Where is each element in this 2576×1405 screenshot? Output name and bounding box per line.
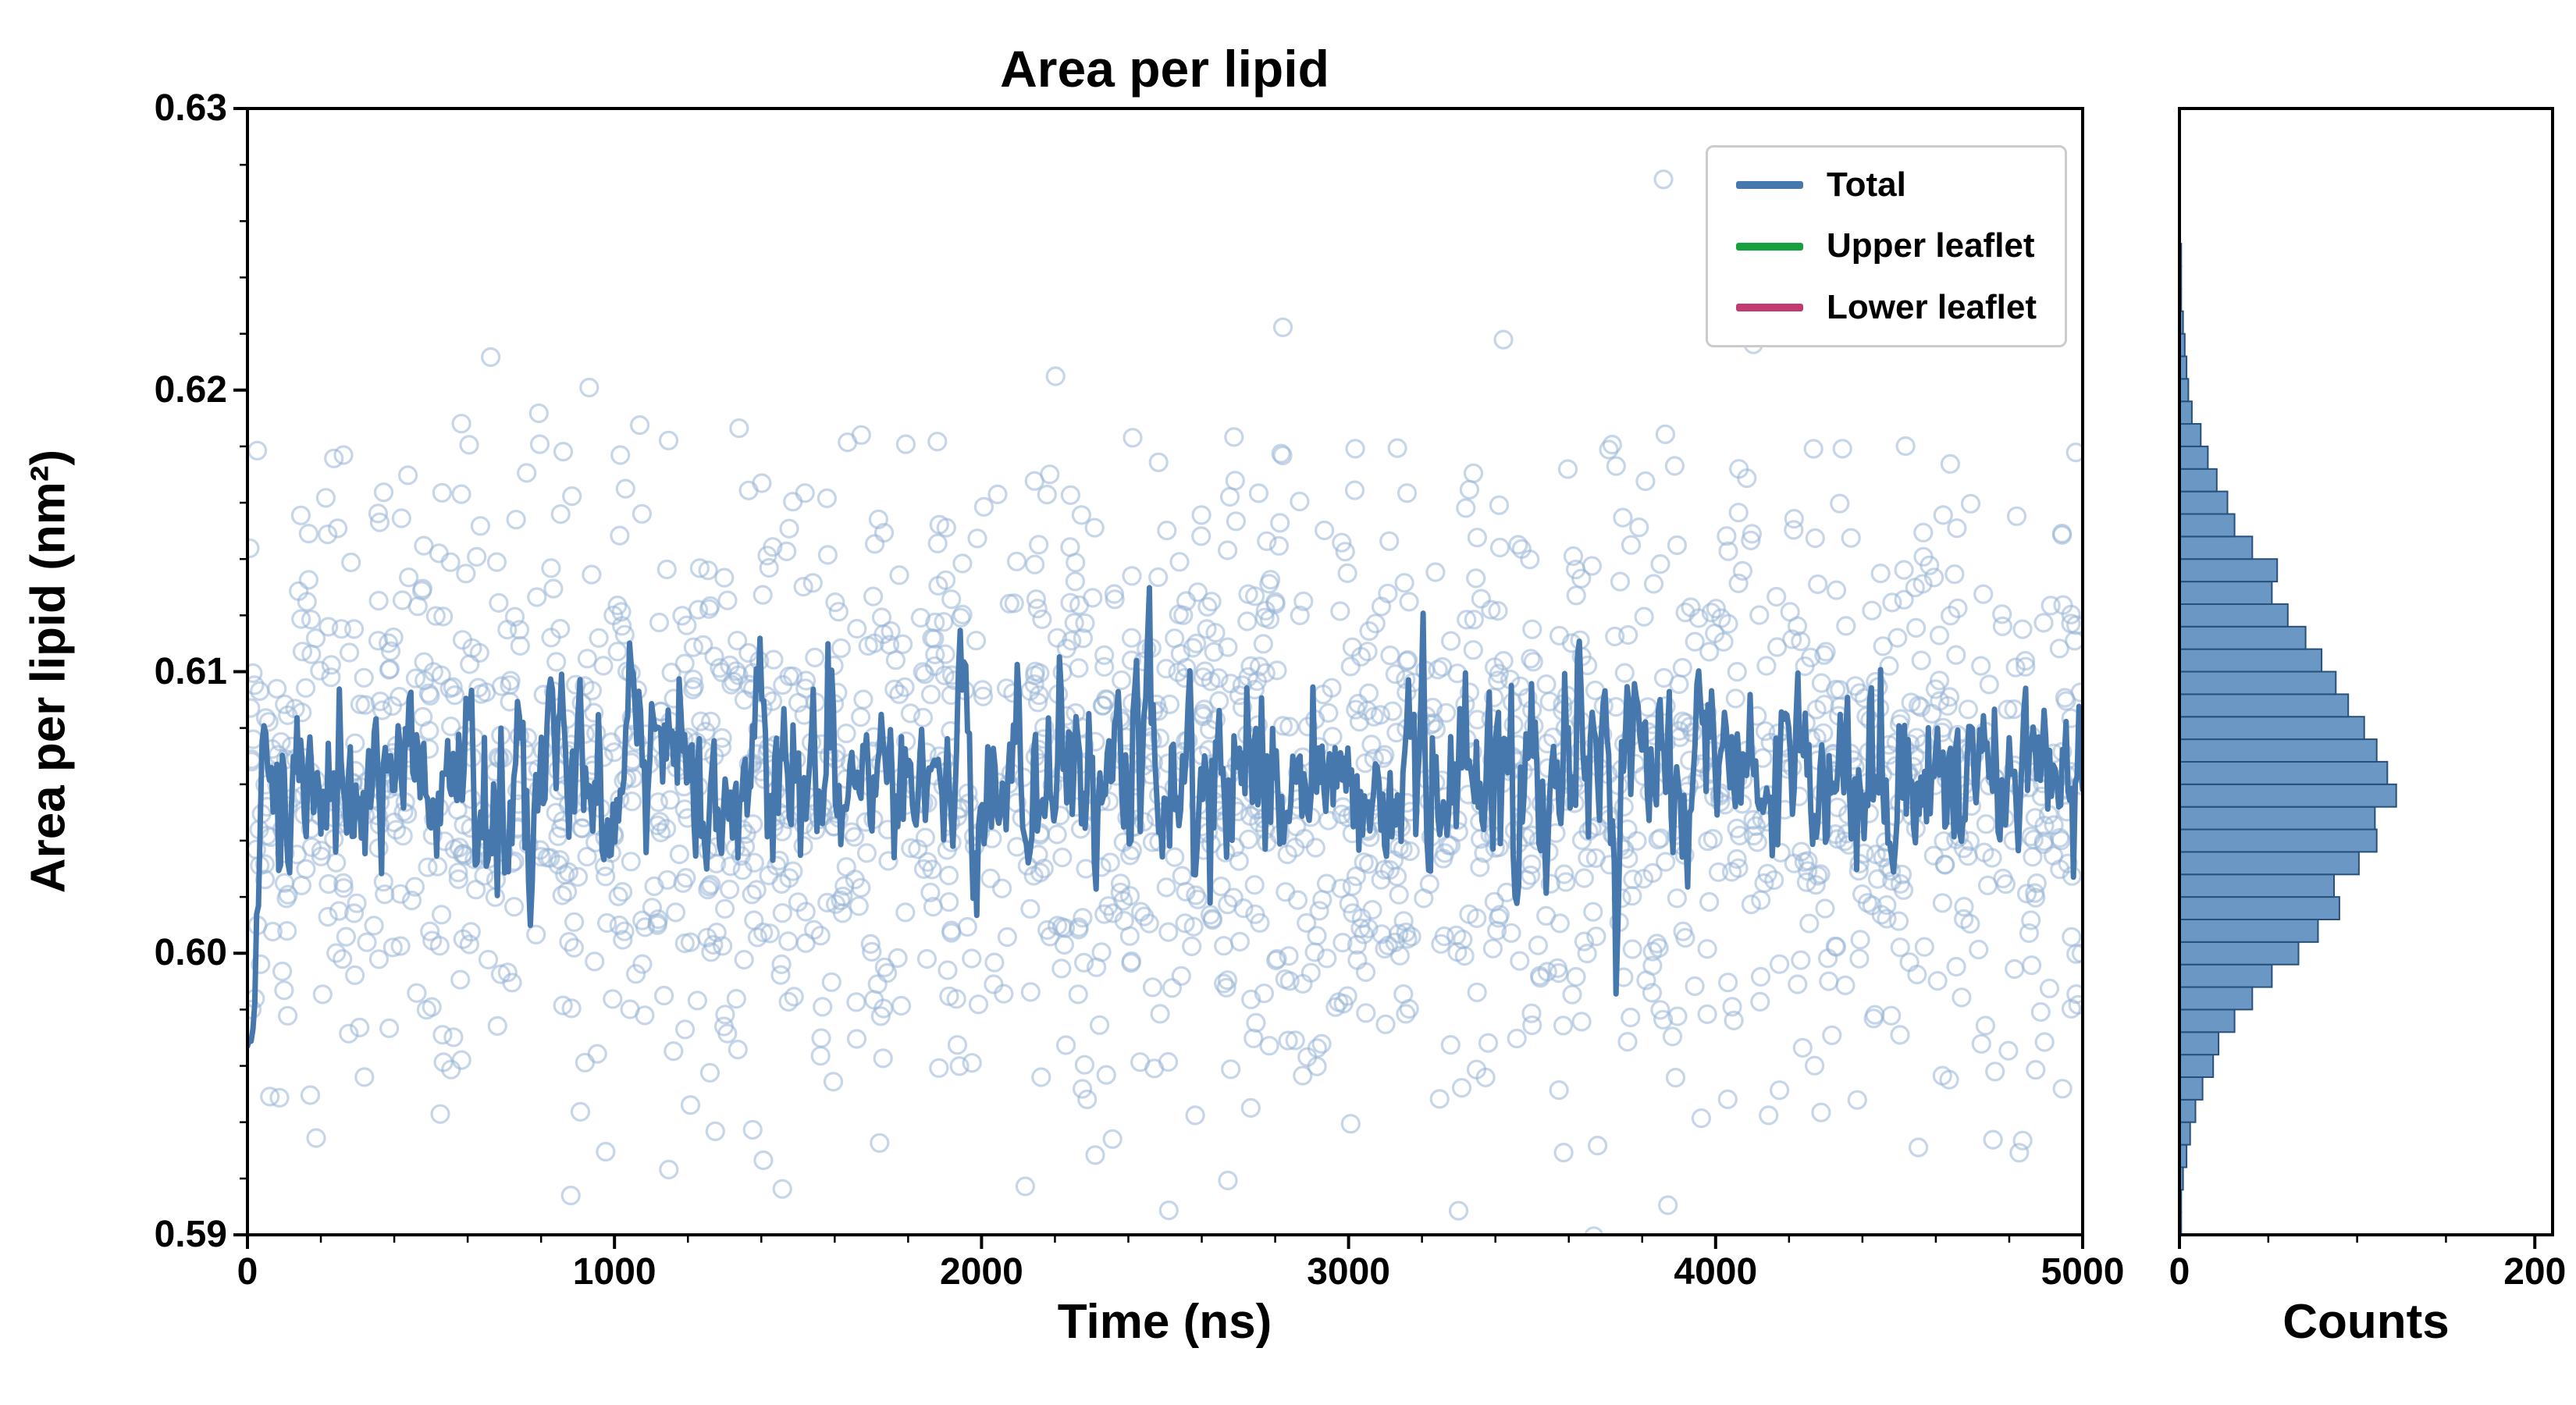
main-axes-frame — [246, 107, 2084, 1236]
ticks-layer — [233, 107, 2537, 1249]
histogram-bars — [2179, 243, 2397, 1235]
hist-axes-frame — [2178, 107, 2554, 1236]
total-line — [247, 585, 2083, 1049]
